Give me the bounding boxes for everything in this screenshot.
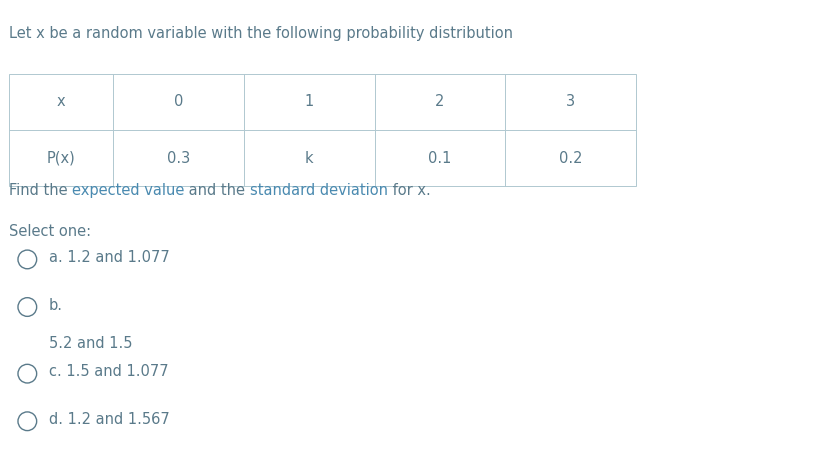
- Text: 3: 3: [566, 94, 575, 109]
- Text: 0.3: 0.3: [167, 150, 190, 166]
- Text: 5.2 and 1.5: 5.2 and 1.5: [49, 336, 132, 351]
- Text: expected value: expected value: [71, 183, 184, 198]
- Bar: [8, 74, 637, 186]
- Text: c. 1.5 and 1.077: c. 1.5 and 1.077: [49, 364, 169, 379]
- Text: 0.2: 0.2: [559, 150, 583, 166]
- Text: standard deviation: standard deviation: [250, 183, 388, 198]
- Text: and the: and the: [184, 183, 250, 198]
- Text: k: k: [305, 150, 313, 166]
- Text: 0: 0: [174, 94, 183, 109]
- Text: 0.1: 0.1: [428, 150, 451, 166]
- Text: Find the: Find the: [8, 183, 71, 198]
- Text: Select one:: Select one:: [8, 224, 91, 239]
- Text: b.: b.: [49, 298, 63, 313]
- Text: P(x): P(x): [47, 150, 75, 166]
- Text: 1: 1: [304, 94, 314, 109]
- Text: 2: 2: [435, 94, 445, 109]
- Text: a. 1.2 and 1.077: a. 1.2 and 1.077: [49, 250, 170, 265]
- Text: d. 1.2 and 1.567: d. 1.2 and 1.567: [49, 412, 170, 427]
- Text: for x.: for x.: [388, 183, 430, 198]
- Text: Let x be a random variable with the following probability distribution: Let x be a random variable with the foll…: [8, 26, 513, 41]
- Text: x: x: [57, 94, 65, 109]
